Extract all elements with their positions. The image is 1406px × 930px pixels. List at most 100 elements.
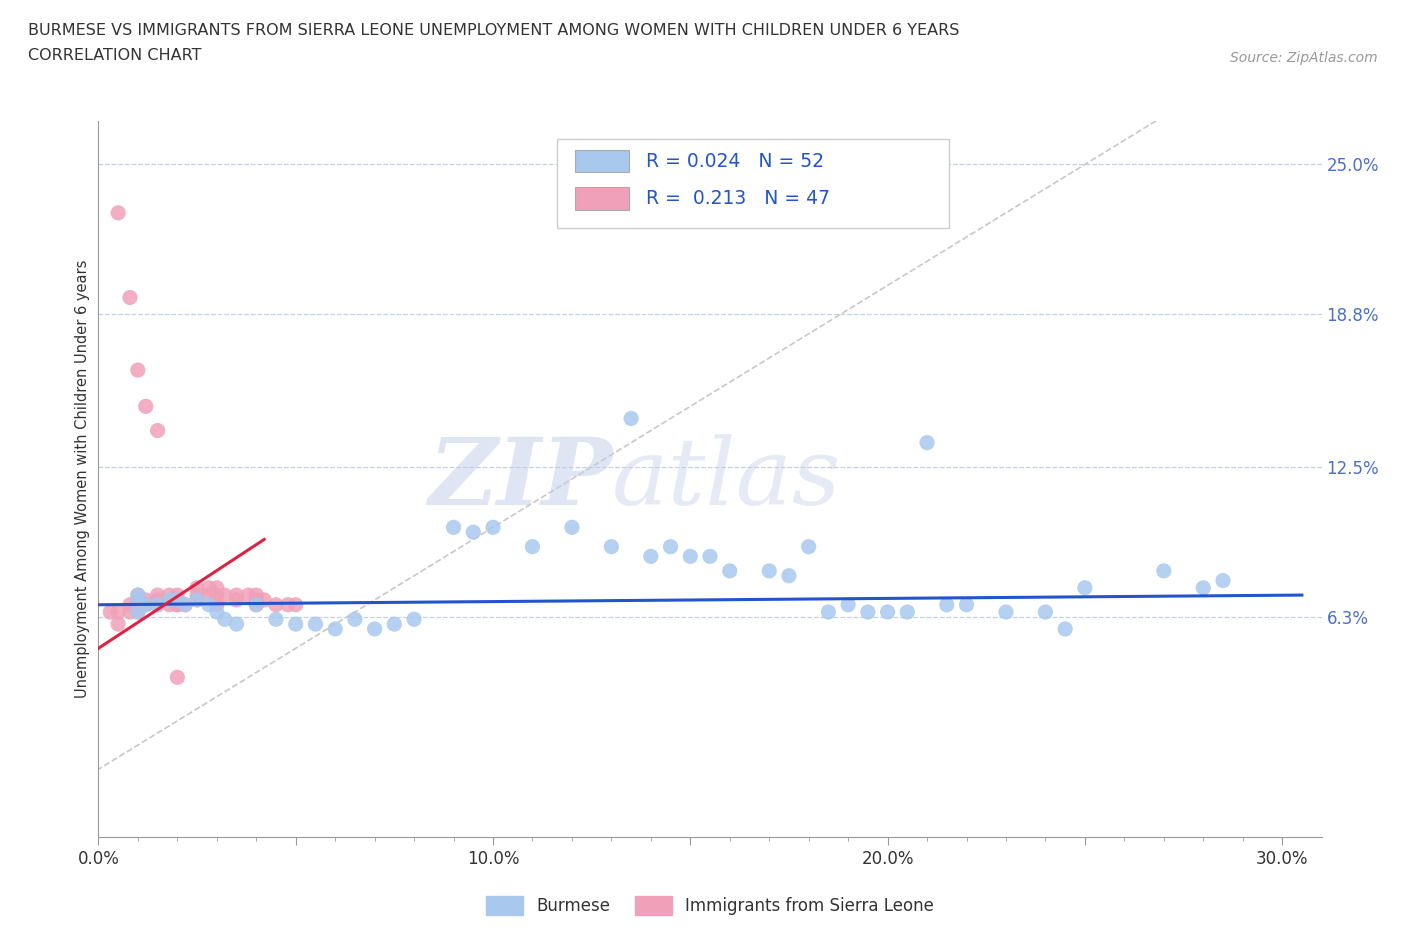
Point	[146, 597, 169, 612]
Point	[304, 617, 326, 631]
Text: ZIP: ZIP	[427, 434, 612, 524]
Point	[135, 592, 157, 607]
Text: CORRELATION CHART: CORRELATION CHART	[28, 48, 201, 63]
Point	[159, 597, 181, 612]
Point	[107, 206, 129, 220]
Point	[253, 592, 276, 607]
Point	[758, 564, 780, 578]
Point	[284, 617, 307, 631]
Point	[245, 597, 267, 612]
Point	[837, 597, 859, 612]
Point	[679, 549, 702, 564]
Point	[1035, 604, 1057, 619]
Point	[896, 604, 918, 619]
Point	[561, 520, 583, 535]
Point	[186, 592, 208, 607]
Point	[159, 592, 181, 607]
Y-axis label: Unemployment Among Women with Children Under 6 years: Unemployment Among Women with Children U…	[75, 259, 90, 698]
Point	[118, 604, 141, 619]
Point	[245, 597, 267, 612]
Point	[135, 399, 157, 414]
Point	[166, 592, 188, 607]
Point	[277, 597, 299, 612]
Text: R =  0.213   N = 47: R = 0.213 N = 47	[647, 189, 831, 207]
Point	[463, 525, 485, 539]
Point	[482, 520, 505, 535]
Point	[127, 588, 149, 603]
Point	[127, 604, 149, 619]
Point	[135, 597, 157, 612]
Point	[699, 549, 721, 564]
Point	[264, 597, 287, 612]
Point	[1074, 580, 1097, 595]
Point	[198, 597, 221, 612]
Point	[205, 580, 228, 595]
Point	[127, 597, 149, 612]
Point	[915, 435, 938, 450]
Point	[107, 617, 129, 631]
Point	[214, 612, 236, 627]
FancyBboxPatch shape	[575, 187, 630, 209]
Point	[98, 604, 121, 619]
Point	[382, 617, 405, 631]
Point	[166, 592, 188, 607]
Text: atlas: atlas	[612, 434, 842, 524]
Point	[443, 520, 465, 535]
Point	[146, 592, 169, 607]
Point	[214, 588, 236, 603]
Point	[146, 588, 169, 603]
Point	[876, 604, 898, 619]
Point	[404, 612, 426, 627]
Point	[166, 597, 188, 612]
Point	[1212, 573, 1234, 588]
Point	[659, 539, 682, 554]
Point	[118, 290, 141, 305]
Point	[718, 564, 741, 578]
Point	[198, 580, 221, 595]
Point	[174, 597, 197, 612]
Point	[238, 588, 260, 603]
FancyBboxPatch shape	[557, 139, 949, 229]
Point	[522, 539, 544, 554]
Point	[127, 592, 149, 607]
Point	[205, 597, 228, 612]
Point	[284, 597, 307, 612]
Point	[186, 580, 208, 595]
Point	[856, 604, 879, 619]
Point	[186, 588, 208, 603]
Point	[166, 670, 188, 684]
Point	[245, 592, 267, 607]
Point	[127, 604, 149, 619]
Point	[205, 588, 228, 603]
Text: BURMESE VS IMMIGRANTS FROM SIERRA LEONE UNEMPLOYMENT AMONG WOMEN WITH CHILDREN U: BURMESE VS IMMIGRANTS FROM SIERRA LEONE …	[28, 23, 959, 38]
Point	[225, 617, 247, 631]
Point	[245, 588, 267, 603]
Point	[159, 588, 181, 603]
Point	[166, 597, 188, 612]
Point	[225, 588, 247, 603]
Point	[1192, 580, 1215, 595]
Point	[994, 604, 1017, 619]
Point	[146, 597, 169, 612]
Point	[127, 592, 149, 607]
Point	[186, 592, 208, 607]
Point	[127, 588, 149, 603]
Point	[1153, 564, 1175, 578]
Point	[174, 597, 197, 612]
Point	[797, 539, 820, 554]
Point	[363, 621, 385, 636]
Point	[817, 604, 839, 619]
Point	[264, 612, 287, 627]
Text: Source: ZipAtlas.com: Source: ZipAtlas.com	[1230, 51, 1378, 65]
Point	[225, 592, 247, 607]
Point	[118, 597, 141, 612]
Point	[127, 363, 149, 378]
Point	[127, 592, 149, 607]
Point	[146, 423, 169, 438]
Point	[955, 597, 977, 612]
Point	[640, 549, 662, 564]
Point	[166, 588, 188, 603]
Point	[778, 568, 800, 583]
Point	[600, 539, 623, 554]
Point	[323, 621, 346, 636]
